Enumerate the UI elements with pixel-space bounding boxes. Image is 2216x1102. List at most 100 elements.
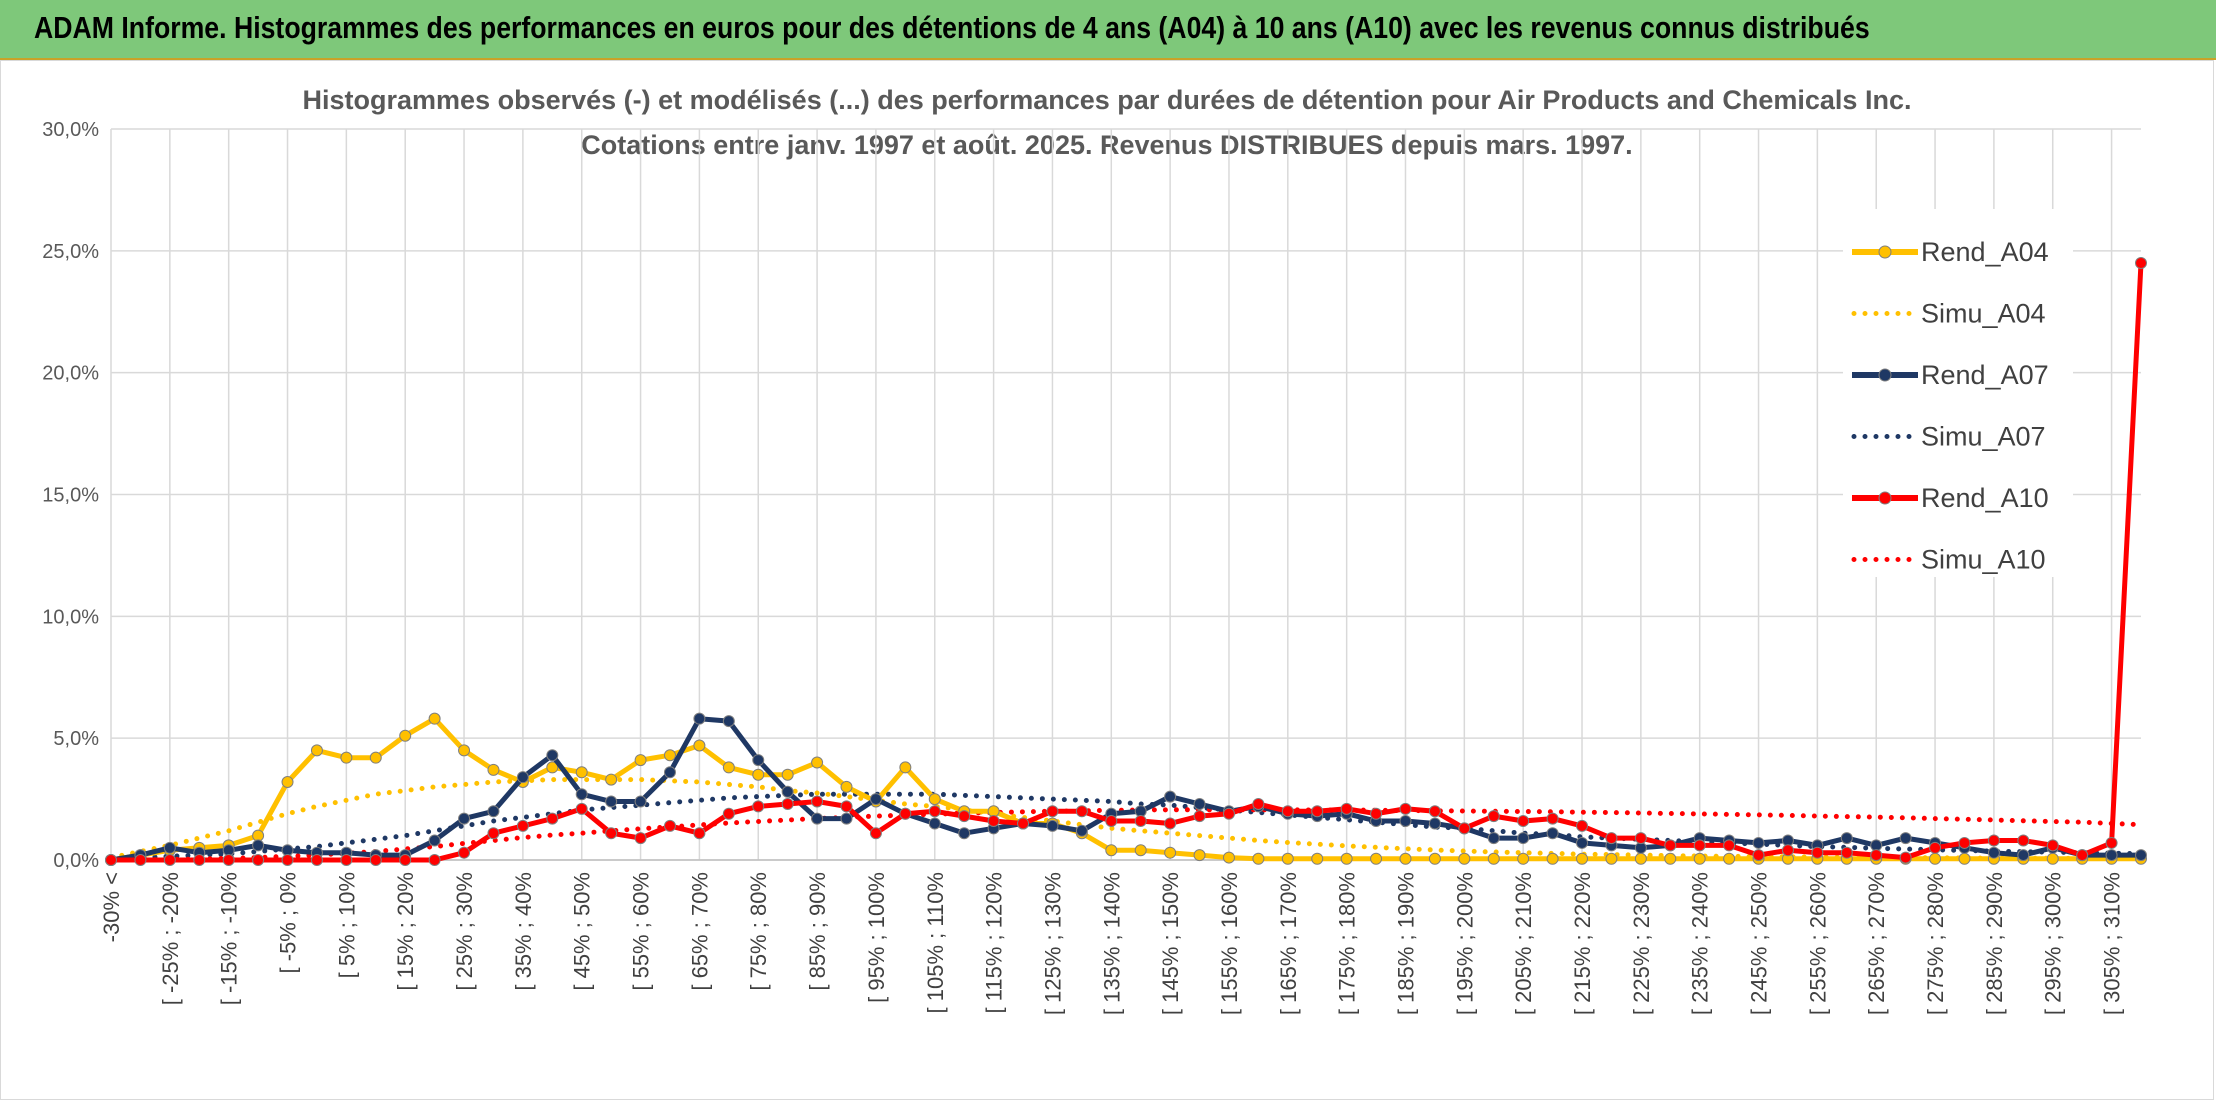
data-point (663, 749, 676, 762)
data-point (1546, 827, 1559, 840)
legend-label-rend-a04: Rend_A04 (1921, 237, 2049, 267)
data-point (1546, 852, 1559, 865)
data-point (899, 807, 912, 820)
data-point (546, 812, 559, 825)
x-tick-label: [ 75% ; 80% (746, 872, 771, 991)
data-point (928, 805, 941, 818)
data-point (1222, 851, 1235, 864)
grid-lines (110, 128, 2141, 861)
data-point (605, 827, 618, 840)
data-point (1428, 852, 1441, 865)
data-point (899, 761, 912, 774)
x-tick-label: [ 125% ; 130% (1040, 872, 1065, 1015)
data-point (2046, 852, 2059, 865)
x-tick-label: [ -5% ; 0% (276, 872, 301, 973)
data-point (1840, 846, 1853, 859)
data-point (2105, 849, 2118, 862)
x-tick-label: [ 45% ; 50% (570, 872, 595, 991)
x-tick-label: [ 15% ; 20% (393, 872, 418, 991)
x-tick-label: [ 55% ; 60% (629, 872, 654, 991)
histogram-chart: Histogrammes observés (-) et modélisés (… (42, 85, 2147, 1015)
data-point (1487, 832, 1500, 845)
data-point (634, 754, 647, 767)
data-point (1899, 832, 1912, 845)
data-point (1517, 832, 1530, 845)
data-point (1664, 852, 1677, 865)
report-title: ADAM Informe. Histogrammes des performan… (34, 10, 1870, 45)
data-point (575, 788, 588, 801)
x-tick-label: [ 285% ; 290% (1982, 872, 2007, 1015)
data-point (105, 854, 117, 866)
data-point (781, 797, 794, 810)
data-point (2017, 849, 2030, 862)
data-point (1134, 844, 1147, 857)
data-point (1576, 819, 1589, 832)
data-point (1252, 852, 1265, 865)
data-point (1664, 839, 1677, 852)
data-point (1252, 797, 1265, 810)
series-line-rend-a07 (110, 716, 2141, 863)
legend-label-simu-a07: Simu_A07 (1921, 422, 2046, 452)
data-point (781, 768, 794, 781)
data-point (1840, 832, 1853, 845)
x-tick-label: [ 155% ; 160% (1217, 872, 1242, 1015)
x-tick-label: [ 305% ; 310% (2100, 872, 2125, 1015)
series-markers-rend-a10 (105, 257, 2147, 866)
data-point (281, 776, 294, 789)
chart-title-line-2: Cotations entre janv. 1997 et août. 2025… (581, 130, 1632, 160)
data-point (428, 854, 441, 866)
data-point (1517, 815, 1530, 828)
data-point (663, 819, 676, 832)
data-point (2076, 849, 2089, 862)
data-point (2046, 839, 2059, 852)
data-point (281, 854, 294, 866)
data-point (1517, 852, 1530, 865)
x-tick-label: [ 295% ; 300% (2041, 872, 2066, 1015)
data-point (399, 729, 412, 742)
legend-label-rend-a07: Rend_A07 (1921, 360, 2049, 390)
legend-marker-rend-a10 (1878, 491, 1892, 505)
x-tick-label: [ 115% ; 120% (982, 872, 1007, 1013)
data-point (1370, 852, 1383, 865)
data-point (752, 754, 765, 767)
x-tick-label: [ -25% ; -20% (158, 872, 183, 1005)
data-point (1340, 852, 1353, 865)
data-point (1340, 802, 1353, 815)
data-point (1693, 839, 1706, 852)
data-point (575, 802, 588, 815)
x-tick-label: [ 275% ; 280% (1923, 872, 1948, 1015)
x-tick-label: [ 185% ; 190% (1393, 872, 1418, 1015)
y-tick-label: 0,0% (53, 850, 99, 872)
data-point (2105, 836, 2118, 849)
data-point (1075, 824, 1088, 837)
y-tick-label: 15,0% (42, 485, 99, 507)
data-point (252, 854, 265, 866)
data-point (487, 827, 500, 840)
x-tick-label: [ 165% ; 170% (1276, 872, 1301, 1015)
x-tick-label: [ 85% ; 90% (805, 872, 830, 991)
data-point (487, 763, 500, 776)
data-point (340, 854, 353, 866)
data-point (222, 854, 235, 866)
x-tick-label: [ 35% ; 40% (511, 872, 536, 991)
data-point (399, 854, 412, 866)
data-point (369, 854, 382, 866)
data-point (1017, 817, 1030, 830)
data-point (1164, 846, 1177, 859)
legend: Rend_A04 Simu_A04 Rend_A07 Simu_A07 Rend_A10… (1843, 209, 2073, 577)
chart-frame: Histogrammes observés (-) et modélisés (… (0, 60, 2214, 1100)
data-point (1428, 817, 1441, 830)
data-point (811, 812, 824, 825)
data-point (1281, 852, 1294, 865)
data-point (811, 795, 824, 808)
data-point (840, 812, 853, 825)
data-point (1870, 849, 1883, 862)
data-point (752, 768, 765, 781)
data-point (252, 839, 265, 852)
data-point (811, 756, 824, 769)
data-point (428, 834, 441, 847)
x-tick-label: [ 135% ; 140% (1099, 872, 1124, 1015)
data-point (722, 761, 735, 774)
data-point (458, 744, 471, 757)
data-point (1428, 805, 1441, 818)
